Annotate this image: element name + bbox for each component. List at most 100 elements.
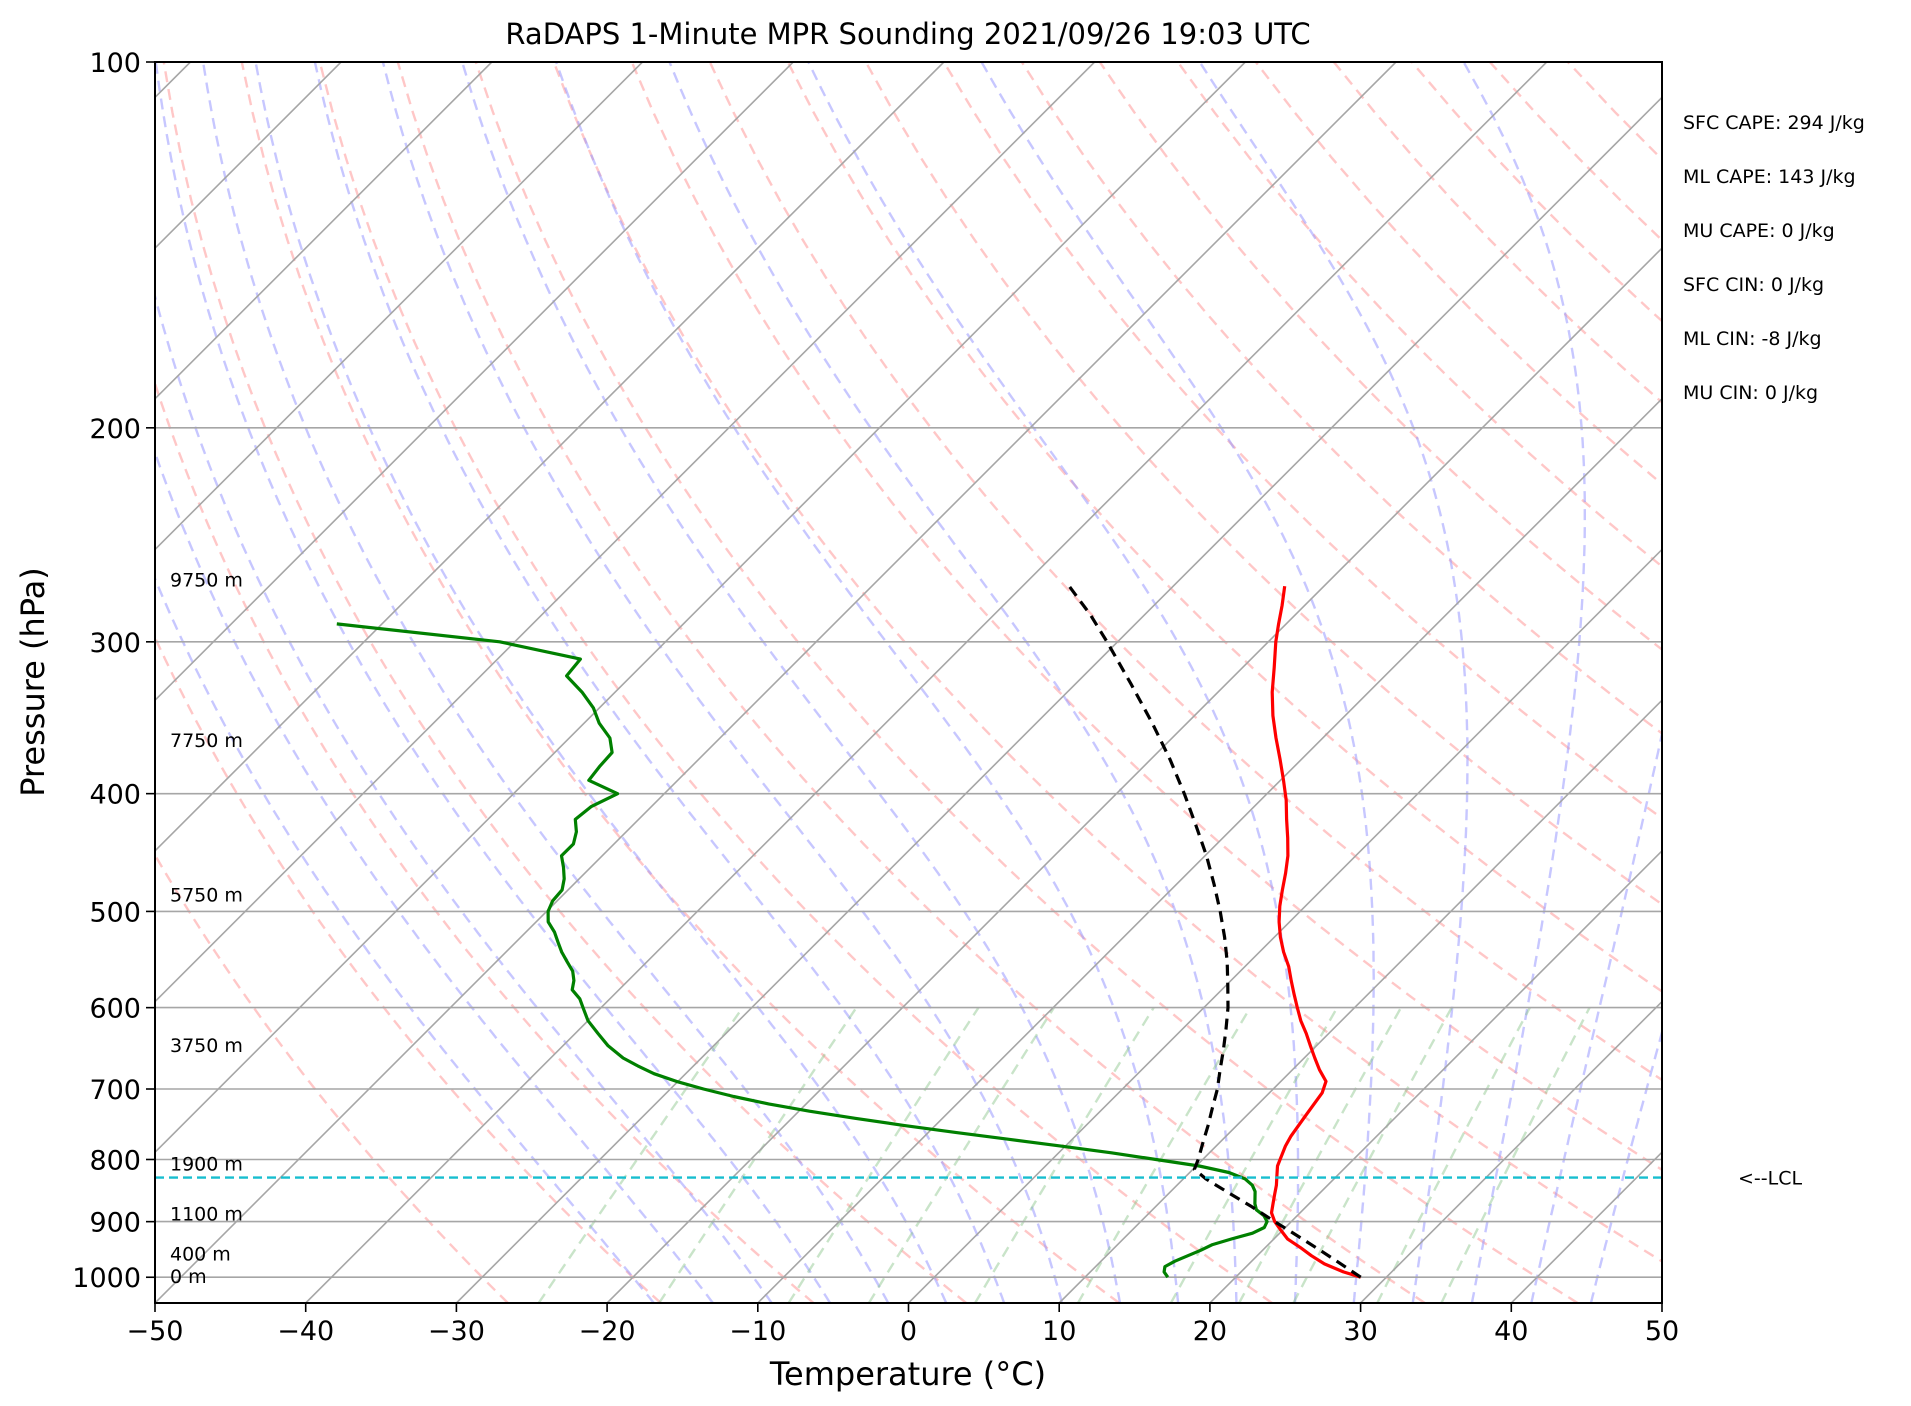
isotherm-line: [305, 62, 1548, 1303]
dry-adiabat: [942, 62, 1662, 820]
x-axis-label: Temperature (°C): [769, 1355, 1046, 1393]
mixing-ratio-line: [1169, 1007, 1339, 1303]
height-label: 1900 m: [170, 1154, 243, 1176]
ml-cape-text: ML CAPE: 143 J/kg: [1683, 166, 1856, 188]
dry-adiabat: [240, 62, 1120, 1303]
mu-cape-text: MU CAPE: 0 J/kg: [1683, 220, 1835, 242]
height-label: 7750 m: [170, 730, 243, 752]
dry-adiabat: [162, 62, 968, 1303]
dry-adiabat: [155, 852, 509, 1303]
height-label: 5750 m: [170, 884, 243, 906]
height-label: 0 m: [170, 1266, 207, 1288]
isotherm-line: [155, 62, 945, 853]
y-tick-label: 100: [89, 48, 141, 79]
x-tick-label: 0: [900, 1316, 917, 1347]
mixing-ratio-line: [1376, 1007, 1531, 1303]
moist-adiabat: [381, 62, 1064, 1303]
moist-adiabat: [1589, 1027, 1662, 1303]
x-tick-label: 20: [1193, 1316, 1227, 1347]
mixing-ratio-line: [1440, 1007, 1591, 1303]
mixing-ratio-line: [658, 1006, 858, 1303]
y-tick-label: 800: [89, 1145, 141, 1176]
sfc-cin-text: SFC CIN: 0 J/kg: [1683, 274, 1824, 296]
dry-adiabat: [474, 62, 1579, 1303]
y-axis-ticks: 100 200 300 400 500 600 700 800 900 1000: [72, 48, 155, 1294]
y-tick-label: 900: [89, 1208, 141, 1239]
x-tick-label: 50: [1645, 1316, 1679, 1347]
height-label: 1100 m: [170, 1204, 243, 1226]
mixing-ratio-line: [1076, 1006, 1252, 1303]
x-tick-label: −40: [277, 1316, 334, 1347]
isotherm-line: [155, 62, 1397, 1303]
x-tick-label: −20: [579, 1316, 636, 1347]
x-tick-label: 10: [1042, 1316, 1076, 1347]
isotherm-line: [155, 62, 1246, 1154]
dry-adiabat: [1098, 62, 1662, 651]
y-tick-label: 200: [89, 414, 141, 445]
dry-adiabat: [318, 62, 1273, 1303]
dry-adiabat: [155, 634, 662, 1303]
x-tick-label: 40: [1494, 1316, 1528, 1347]
dry-adiabat: [396, 62, 1426, 1303]
moist-adiabat: [201, 62, 890, 1303]
y-tick-label: 500: [89, 897, 141, 928]
isotherm-line: [155, 62, 794, 702]
mixing-ratio-line: [537, 1006, 744, 1303]
x-axis-ticks: −50 −40 −30 −20 −10 0 10 20 30 40 50: [127, 1303, 1679, 1347]
isotherm-line: [1058, 699, 1662, 1303]
height-label: 9750 m: [170, 569, 243, 591]
dry-adiabat: [708, 62, 1662, 1082]
series-layer: [155, 585, 1662, 1279]
isotherm-line: [606, 246, 1662, 1303]
isotherm-line: [1661, 1301, 1662, 1303]
x-tick-label: −10: [729, 1316, 786, 1347]
isotherm-line: [155, 62, 493, 400]
isotherm-line: [455, 96, 1662, 1303]
mixing-ratio-line: [1238, 1007, 1403, 1303]
isotherm-line: [155, 62, 644, 551]
isotherm-line: [1510, 1151, 1662, 1303]
isotherm-line: [155, 62, 1096, 1003]
moist-adiabat: [980, 62, 1375, 1303]
stats-panel: SFC CAPE: 294 J/kg ML CAPE: 143 J/kg MU …: [1683, 112, 1865, 404]
mixing-ratio-line: [787, 1006, 980, 1303]
dry-adiabat: [630, 62, 1662, 1172]
y-tick-label: 1000: [72, 1263, 141, 1294]
moist-adiabat: [254, 62, 948, 1303]
y-tick-label: 300: [89, 628, 141, 659]
moist-adiabat: [807, 62, 1300, 1303]
dry-adiabat: [1176, 62, 1662, 568]
moist-adiabat: [155, 291, 773, 1303]
dewpoint-profile: [336, 622, 1269, 1279]
sfc-cape-text: SFC CAPE: 294 J/kg: [1683, 112, 1865, 134]
isotherm-line: [1209, 849, 1662, 1303]
background-lines: [155, 62, 1662, 1303]
mu-cin-text: MU CIN: 0 J/kg: [1683, 382, 1818, 404]
moist-adiabat: [1530, 728, 1662, 1303]
chart-title: RaDAPS 1-Minute MPR Sounding 2021/09/26 …: [505, 17, 1310, 51]
dry-adiabat: [1567, 62, 1662, 162]
mixing-ratio-line: [1292, 1007, 1453, 1303]
dry-adiabat: [1488, 62, 1662, 242]
lcl-label: <--LCL: [1738, 1168, 1802, 1190]
parcel-path: [1067, 585, 1362, 1279]
dry-adiabat: [786, 62, 1662, 993]
temperature-profile: [1269, 585, 1362, 1279]
dry-adiabat: [1332, 62, 1662, 404]
isotherm-line: [757, 397, 1662, 1303]
y-tick-label: 700: [89, 1075, 141, 1106]
isotherm-line: [907, 548, 1662, 1303]
height-label: 400 m: [170, 1244, 231, 1266]
x-tick-label: −30: [428, 1316, 485, 1347]
mixing-ratio-line: [974, 1006, 1155, 1303]
y-axis-label: Pressure (hPa): [14, 567, 52, 797]
moist-adiabat: [1462, 62, 1587, 1303]
moist-adiabat: [555, 62, 1180, 1303]
y-tick-label: 600: [89, 994, 141, 1025]
x-tick-label: −50: [127, 1316, 184, 1347]
moist-adiabat: [155, 575, 655, 1303]
moist-adiabat: [1198, 62, 1469, 1303]
x-tick-label: 30: [1343, 1316, 1377, 1347]
